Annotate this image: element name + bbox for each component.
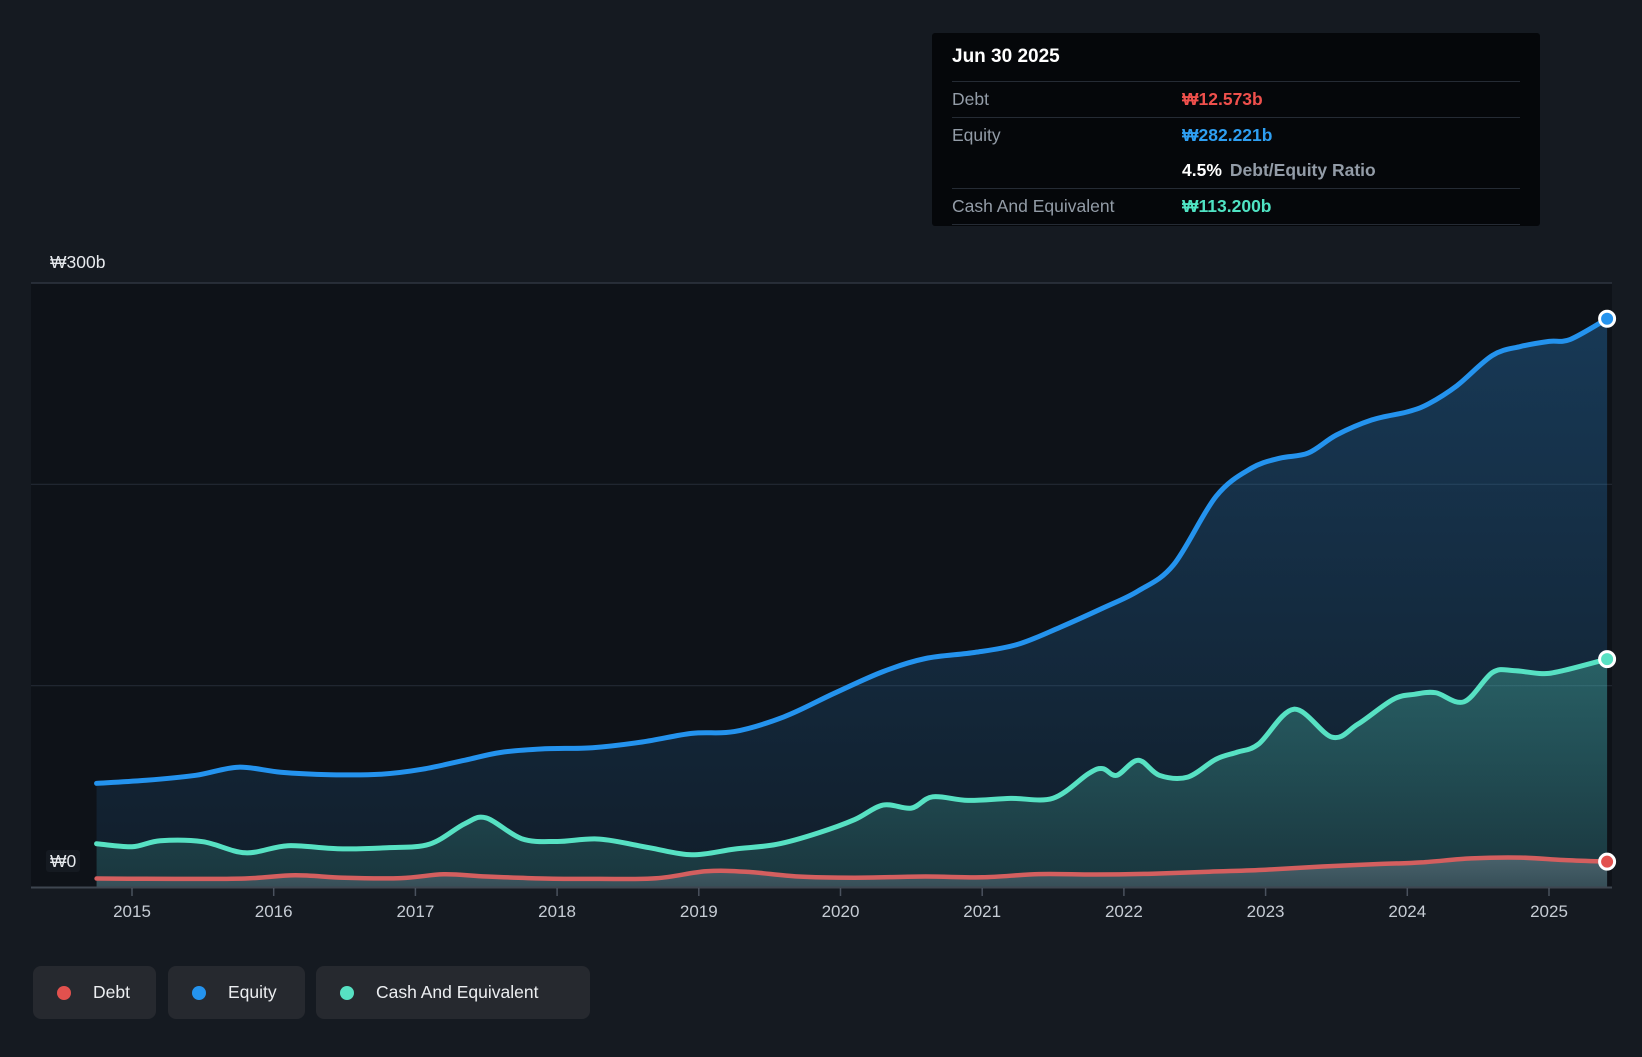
area-fill-Debt xyxy=(96,857,1608,887)
tooltip-cash-label: Cash And Equivalent xyxy=(952,196,1115,216)
y-axis-label-0: ₩0 xyxy=(46,850,81,872)
x-axis-label-2024: 2024 xyxy=(1388,902,1427,921)
x-axis-label-2019: 2019 xyxy=(679,902,718,921)
tooltip-cash-value: ₩113.200b xyxy=(1182,196,1272,216)
debt-legend-dot-icon xyxy=(57,985,71,1000)
legend-debt-label: Debt xyxy=(93,982,130,1002)
x-axis-label-2020: 2020 xyxy=(821,902,860,921)
legend-cash-label: Cash And Equivalent xyxy=(376,982,539,1002)
tooltip-equity-label: Equity xyxy=(952,125,1001,145)
x-axis-label-2018: 2018 xyxy=(538,902,576,921)
y-axis-label-300b: ₩300b xyxy=(46,251,110,273)
series-line-Debt xyxy=(94,855,1610,882)
x-axis-label-2016: 2016 xyxy=(254,902,293,921)
chart-tooltip: Jun 30 2025 Debt ₩12.573b Equity ₩282.22… xyxy=(932,33,1540,226)
equity-legend-dot-icon xyxy=(192,985,206,1000)
tooltip-row-cash: Cash And Equivalent ₩113.200b xyxy=(952,189,1520,225)
x-axis-label-2025: 2025 xyxy=(1530,902,1568,921)
last-point-marker-Cash And Equivalent[interactable] xyxy=(1598,650,1617,669)
tooltip-ratio-label: Debt/Equity Ratio xyxy=(1229,160,1376,180)
last-point-marker-Debt[interactable] xyxy=(1598,852,1617,871)
series-line-Cash And Equivalent xyxy=(94,656,1610,858)
cash-legend-dot-icon xyxy=(340,985,354,1000)
legend-item-cash[interactable]: Cash And Equivalent xyxy=(316,966,590,1019)
tooltip-row-equity: Equity ₩282.221b xyxy=(952,118,1520,153)
tooltip-ratio-value: 4.5% xyxy=(1182,160,1222,180)
tooltip-row-ratio: 4.5% Debt/Equity Ratio xyxy=(952,153,1520,189)
x-axis-label-2017: 2017 xyxy=(396,902,435,921)
x-axis-label-2021: 2021 xyxy=(963,902,1002,921)
legend-item-debt[interactable]: Debt xyxy=(33,966,156,1019)
area-fill-Equity xyxy=(96,318,1608,887)
last-point-marker-Equity[interactable] xyxy=(1598,309,1617,328)
x-axis-label-2023: 2023 xyxy=(1246,902,1285,921)
tooltip-date: Jun 30 2025 xyxy=(952,33,1520,82)
tooltip-debt-label: Debt xyxy=(952,89,989,109)
x-axis-label-2022: 2022 xyxy=(1104,902,1143,921)
legend-equity-label: Equity xyxy=(228,982,277,1002)
legend-item-equity[interactable]: Equity xyxy=(168,966,305,1019)
area-fill-Cash And Equivalent xyxy=(96,659,1608,887)
x-axis-label-2015: 2015 xyxy=(113,902,151,921)
tooltip-row-debt: Debt ₩12.573b xyxy=(952,82,1520,118)
tooltip-debt-value: ₩12.573b xyxy=(1182,89,1263,109)
tooltip-equity-value: ₩282.221b xyxy=(1182,125,1273,145)
series-line-Equity xyxy=(94,316,1610,786)
